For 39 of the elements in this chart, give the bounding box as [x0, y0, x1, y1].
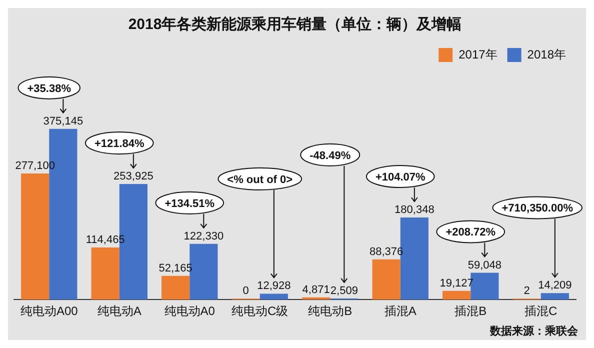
legend-label: 2017年: [458, 47, 498, 62]
annotation: +121.84%: [94, 138, 145, 150]
x-tick-label: 纯电动A0: [164, 304, 216, 318]
chart-title: 2018年各类新能源乘用车销量（单位：辆）及增幅: [128, 15, 462, 34]
data-label: 59,048: [468, 259, 502, 272]
bar: [162, 276, 190, 300]
annotation: <% out of 0>: [227, 174, 293, 186]
bar: [442, 290, 471, 300]
data-label: 253,925: [114, 170, 154, 183]
bar: [540, 293, 569, 300]
bar: [21, 173, 50, 300]
data-label: 0: [242, 285, 249, 298]
data-label: 12,928: [257, 280, 291, 292]
annotation: +710,350.00%: [502, 202, 574, 215]
data-label: 180,348: [394, 204, 434, 216]
x-tick-label: 纯电动A: [97, 304, 142, 318]
bar: [372, 259, 400, 300]
data-label: 4,871: [302, 284, 330, 296]
data-label: 122,330: [184, 230, 224, 242]
bar: [302, 297, 330, 300]
bar: [91, 247, 120, 300]
annotation: +134.51%: [164, 198, 215, 210]
data-label: 14,209: [538, 280, 572, 292]
x-tick-label: 插混C: [524, 304, 558, 318]
x-tick-label: 纯电动C级: [232, 304, 288, 318]
x-tick-label: 插混B: [454, 304, 487, 318]
data-label: 2: [524, 285, 530, 298]
data-label: 375,145: [43, 115, 84, 128]
annotation: +208.72%: [446, 226, 496, 239]
x-tick-label: 纯电动A00: [20, 304, 78, 318]
annotation: -48.49%: [310, 150, 351, 162]
annotation: +104.07%: [375, 172, 426, 184]
legend-label: 2018年: [527, 47, 566, 62]
x-tick-label: 纯电动B: [308, 304, 352, 318]
x-tick-label: 插混A: [384, 304, 416, 318]
data-label: 2,509: [330, 284, 358, 297]
text: +35.38%: [27, 82, 72, 95]
source-note: 数据来源：乘联会: [489, 324, 579, 338]
bar: [260, 294, 288, 300]
